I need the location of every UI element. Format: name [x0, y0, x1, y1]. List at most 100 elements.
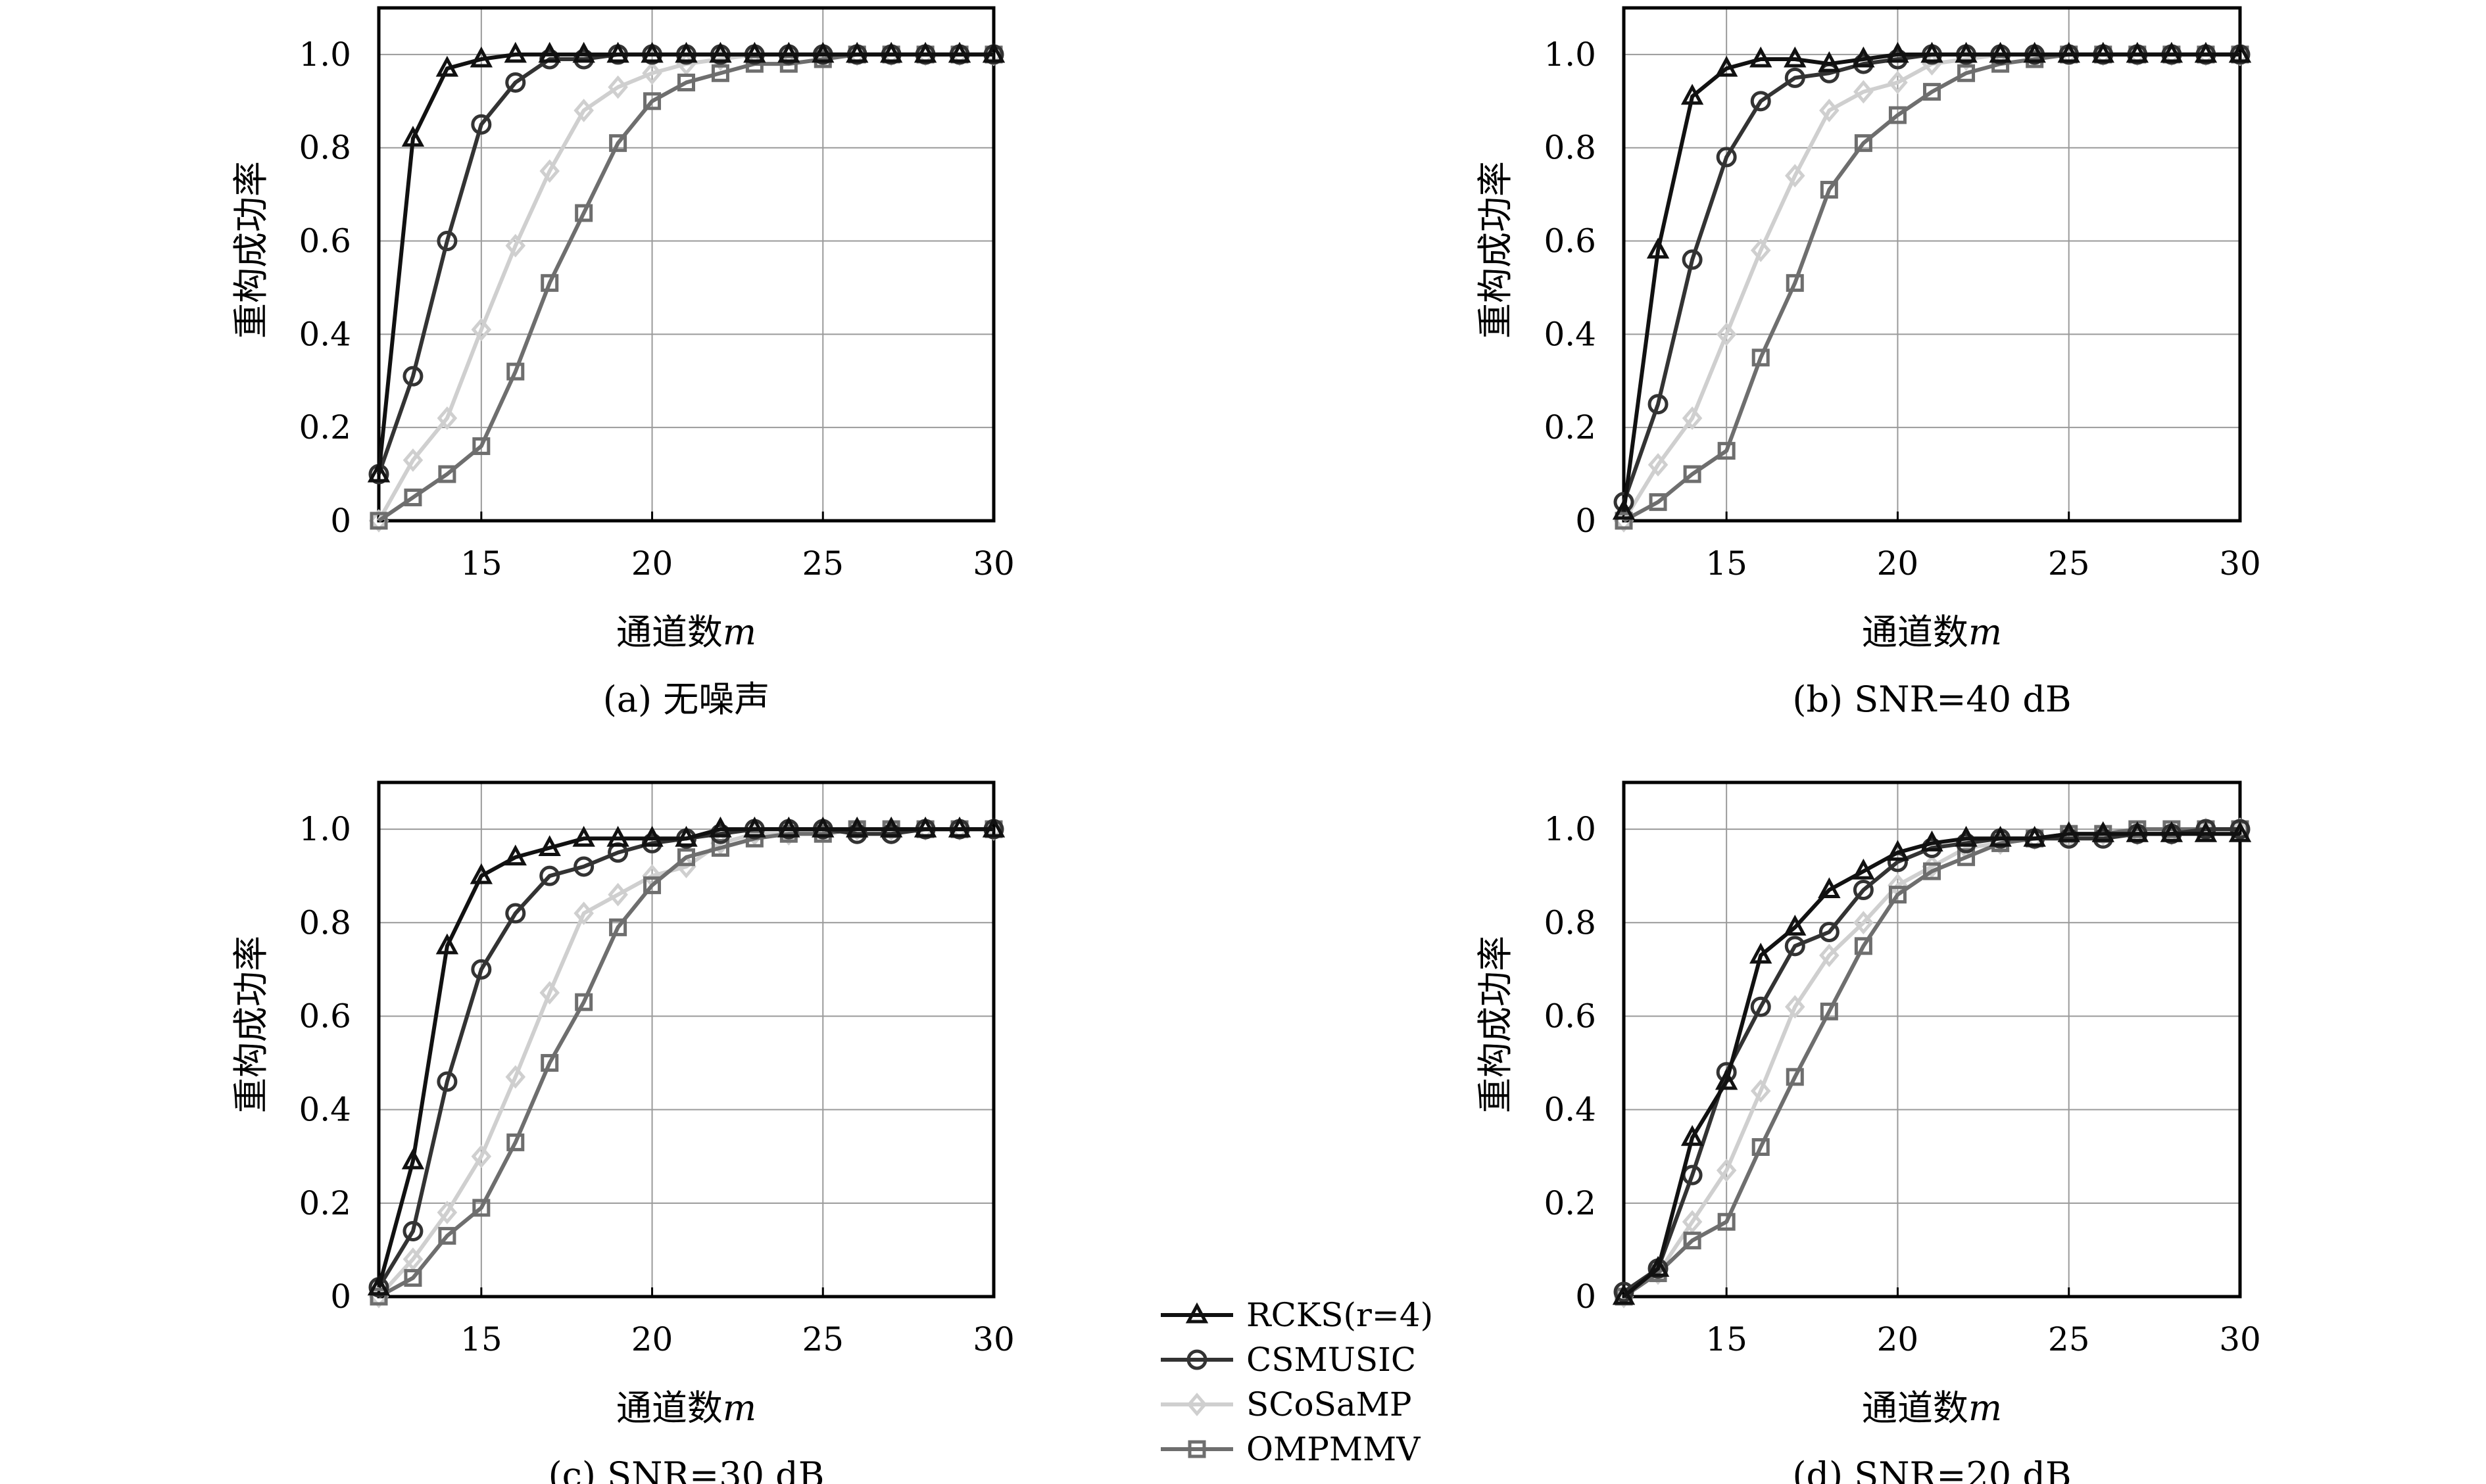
x-tick-label: 30 — [973, 544, 1015, 583]
y-axis-label: 重构成功率 — [230, 936, 272, 1113]
data-point — [505, 903, 526, 924]
data-point — [404, 489, 422, 507]
data-point — [743, 816, 766, 838]
y-tick-label: 1.0 — [299, 810, 351, 848]
data-point — [1612, 1283, 1636, 1305]
data-point — [2126, 821, 2149, 842]
data-point — [948, 816, 971, 838]
data-point — [470, 46, 493, 68]
data-point — [846, 41, 869, 63]
data-point — [745, 55, 764, 73]
data-point — [404, 1269, 422, 1287]
y-tick-label: 0.8 — [1544, 903, 1596, 942]
series-line — [378, 52, 994, 523]
data-point — [2023, 41, 2046, 63]
data-point — [1852, 858, 1875, 880]
series-csmusic — [1613, 44, 2251, 513]
data-point — [2194, 821, 2218, 842]
panel-caption: (a) 无噪声 — [603, 679, 770, 720]
y-axis-label: 重构成功率 — [1475, 936, 1516, 1113]
series-rcksr — [1612, 821, 2252, 1305]
data-point — [539, 865, 560, 886]
series-line — [1622, 827, 2240, 1294]
x-axis-label: 通道数m — [616, 1387, 756, 1429]
data-point — [541, 1054, 559, 1072]
x-axis-label: 通道数m — [1862, 611, 2002, 653]
data-point — [1955, 41, 1978, 63]
data-point — [1784, 67, 1805, 88]
x-axis-label-text: 通道数 — [1862, 1387, 1968, 1429]
data-point — [1646, 1256, 1670, 1277]
data-point — [472, 437, 491, 456]
data-point — [914, 41, 937, 63]
data-point — [1647, 394, 1669, 415]
y-tick-label: 0 — [1575, 1278, 1596, 1316]
series-line — [1622, 52, 2240, 522]
data-point — [1957, 848, 1976, 867]
data-point — [573, 99, 594, 122]
x-axis-label-var: m — [1968, 611, 2002, 653]
data-point — [1784, 46, 1807, 68]
data-point — [1820, 1002, 1838, 1020]
data-point — [402, 1220, 424, 1241]
data-point — [2126, 41, 2149, 63]
x-tick-label: 15 — [460, 1320, 502, 1358]
data-point — [2023, 826, 2046, 847]
data-point — [879, 41, 903, 63]
data-point — [1749, 942, 1772, 964]
data-point — [608, 75, 628, 99]
chart-panel-4: 15 20 25 30 0 0.2 0.4 0.6 0.8 1.0 通道数m 重构成功率 (d) SNR… — [1475, 780, 2261, 1484]
y-tick-label: 0.8 — [299, 903, 351, 942]
data-point — [1716, 322, 1737, 347]
data-point — [1751, 348, 1770, 367]
y-axis-label: 重构成功率 — [230, 161, 272, 339]
data-point — [402, 366, 424, 387]
data-point — [1852, 46, 1875, 68]
data-point — [504, 41, 527, 63]
data-point — [1989, 826, 2012, 847]
series-ompmmv — [1615, 820, 2249, 1306]
data-point — [472, 1199, 491, 1217]
data-point — [370, 1287, 388, 1306]
x-tick-label: 15 — [460, 544, 502, 583]
x-axis-label: 通道数m — [1862, 1387, 2002, 1429]
data-point — [1750, 91, 1771, 112]
data-point — [1854, 937, 1872, 955]
y-tick-label: 1.0 — [299, 36, 351, 74]
data-point — [2228, 821, 2252, 842]
data-point — [437, 1071, 458, 1092]
data-point — [879, 816, 903, 838]
data-point — [2160, 821, 2183, 842]
series-rcksr — [367, 41, 1006, 483]
data-point — [1819, 99, 1840, 122]
data-point — [1786, 1068, 1804, 1086]
data-point — [2230, 819, 2251, 840]
data-point — [1854, 134, 1872, 153]
y-tick-label: 0.4 — [1544, 315, 1596, 353]
series-line — [1622, 832, 2240, 1299]
legend-label: RCKS(r=4) — [1246, 1296, 1433, 1334]
data-point — [438, 1227, 456, 1245]
data-point — [539, 159, 560, 183]
series-line — [377, 52, 994, 475]
y-tick-label: 1.0 — [1544, 810, 1596, 848]
data-point — [1680, 84, 1704, 105]
data-point — [1920, 830, 1943, 851]
data-point — [1784, 915, 1807, 936]
data-point — [370, 512, 388, 530]
data-point — [575, 204, 593, 222]
data-point — [1818, 51, 1841, 72]
data-point — [677, 73, 695, 91]
data-point — [402, 1247, 424, 1271]
data-point — [1818, 877, 1841, 899]
data-point — [1784, 164, 1805, 188]
data-point — [812, 41, 835, 63]
data-point — [677, 848, 695, 867]
x-axis-label-var: m — [723, 611, 756, 653]
data-point — [538, 835, 561, 857]
data-point — [982, 41, 1006, 63]
data-point — [438, 465, 456, 483]
data-point — [1750, 238, 1771, 262]
x-tick-label: 15 — [1705, 544, 1747, 583]
data-point — [643, 92, 662, 110]
